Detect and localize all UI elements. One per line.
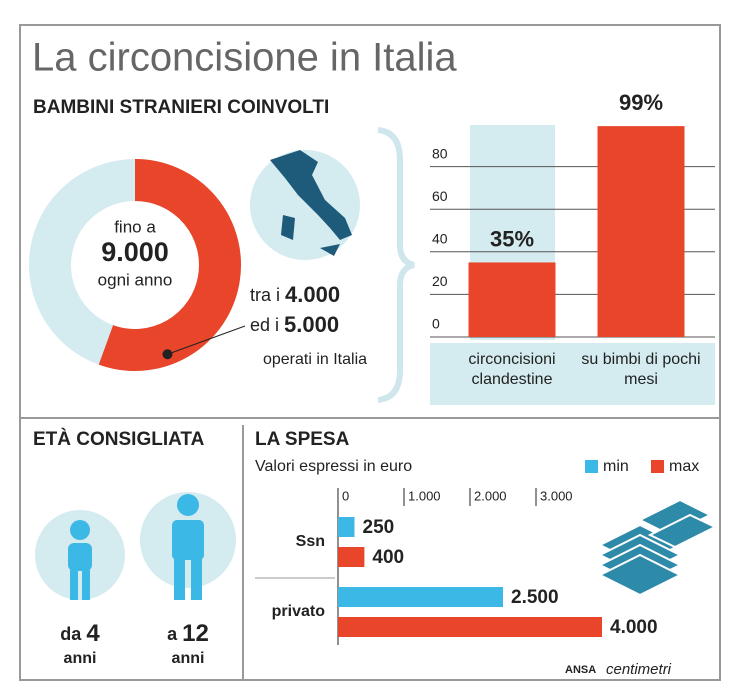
source-brand: centimetri <box>606 661 672 678</box>
kid-icon <box>68 520 92 600</box>
value-label: 2.500 <box>511 587 559 608</box>
x-tick-label: 0 <box>342 488 349 503</box>
italy-icon <box>270 150 352 256</box>
x-tick-label: su bimbi di pochi mesi <box>581 351 701 388</box>
range-text: ed i 5.000 <box>250 312 339 337</box>
italy-icon-bg <box>250 150 360 260</box>
age-prefix: a <box>167 624 178 644</box>
age-label: a 12 <box>167 620 209 647</box>
hbar-title: LA SPESA <box>255 429 350 450</box>
money-icon <box>597 498 718 597</box>
value-label: 4.000 <box>610 617 658 638</box>
legend-swatch <box>651 460 664 473</box>
value-label: 35% <box>490 226 534 251</box>
kid-icon <box>172 494 204 600</box>
donut-center-value: 9.000 <box>101 237 169 267</box>
value-label: 99% <box>619 90 663 115</box>
donut-center-suffix: ogni anno <box>98 270 173 289</box>
age-value: 4 <box>86 620 100 647</box>
value-label: 250 <box>363 517 395 538</box>
y-tick-label: 80 <box>432 145 448 161</box>
frame <box>19 24 721 681</box>
y-tick-label: 20 <box>432 273 448 289</box>
value-label: 400 <box>372 547 404 568</box>
legend-label: min <box>603 458 629 475</box>
y-tick-label: 60 <box>432 188 448 204</box>
pointer-dot <box>162 349 173 360</box>
y-tick-label: Ssn <box>296 533 325 550</box>
donut-center-prefix: fino a <box>114 217 156 236</box>
bar <box>338 587 503 607</box>
bar <box>597 126 685 337</box>
bar <box>338 547 365 567</box>
legend-label: max <box>669 458 699 475</box>
bracket <box>377 127 415 403</box>
bar <box>468 262 556 337</box>
source-agency: ANSA <box>565 664 596 676</box>
donut-title: BAMBINI STRANIERI COINVOLTI <box>33 97 329 118</box>
age-value: 12 <box>182 620 209 647</box>
donut-note: operati in Italia <box>262 351 368 368</box>
x-tick-label: circoncisioni clandestine <box>468 351 556 388</box>
age-label: da 4 <box>60 620 100 647</box>
range-max: 5.000 <box>284 312 339 337</box>
range-prefix: tra i <box>250 285 280 305</box>
category-bg <box>430 343 715 405</box>
age-title: ETÀ CONSIGLIATA <box>33 428 205 450</box>
range-prefix: ed i <box>250 315 279 335</box>
range-text: tra i 4.000 <box>250 282 340 307</box>
bar <box>338 617 602 637</box>
donut-segment <box>98 159 241 371</box>
page-title: La circoncisione in Italia <box>32 36 457 80</box>
x-tick-label: 3.000 <box>540 488 573 503</box>
y-tick-label: privato <box>272 603 326 620</box>
age-prefix: da <box>60 624 82 644</box>
bar <box>338 517 355 537</box>
age-unit: anni <box>172 650 205 667</box>
x-tick-label: 1.000 <box>408 488 441 503</box>
y-tick-label: 0 <box>432 316 440 332</box>
x-tick-label: 2.000 <box>474 488 507 503</box>
hbar-subtitle: Valori espressi in euro <box>255 458 412 475</box>
range-min: 4.000 <box>285 282 340 307</box>
pointer <box>167 325 246 355</box>
y-tick-label: 40 <box>432 231 448 247</box>
legend-swatch <box>585 460 598 473</box>
age-unit: anni <box>64 650 97 667</box>
